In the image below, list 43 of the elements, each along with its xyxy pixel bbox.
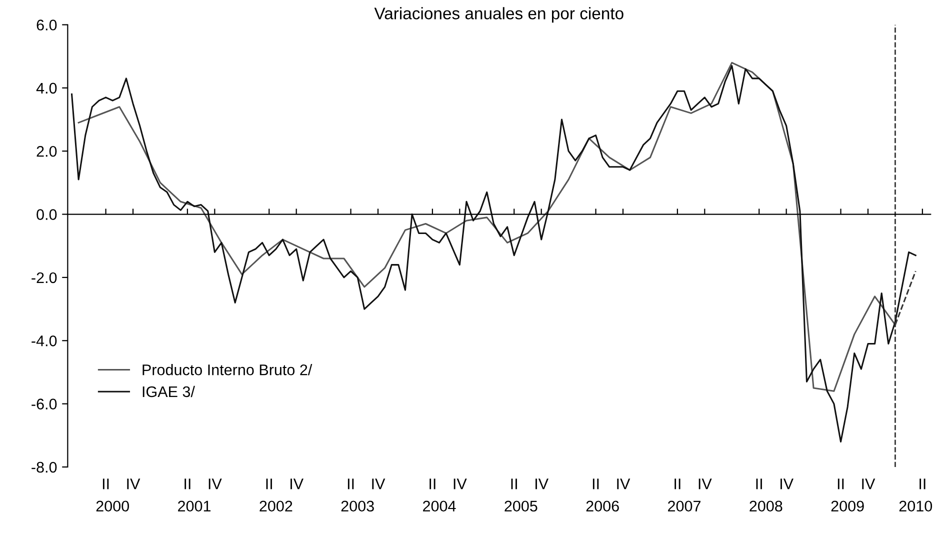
x-tick-label: IV	[290, 478, 304, 490]
x-tick-label: 2006	[586, 500, 619, 512]
y-tick-label: 4.0	[36, 82, 57, 94]
x-tick-label: II	[266, 478, 272, 490]
x-tick-label: II	[674, 478, 680, 490]
y-tick-label: 6.0	[36, 20, 57, 30]
x-tick-label: II	[348, 478, 354, 490]
x-tick-label: 2003	[341, 500, 374, 512]
legend-label: Producto Interno Bruto 2/	[142, 364, 312, 376]
x-tick-label: IV	[372, 478, 386, 490]
x-tick-label: IV	[208, 478, 222, 490]
x-tick-label: 2009	[831, 500, 864, 512]
x-tick-label: 2007	[668, 500, 700, 512]
x-tick-label: 2004	[423, 500, 456, 512]
x-tick-label: IV	[617, 478, 630, 490]
x-tick-label: 2000	[96, 500, 129, 512]
x-tick-label: IV	[127, 478, 140, 490]
y-tick-label: -2.0	[32, 272, 57, 284]
x-tick-label: II	[838, 478, 844, 490]
x-tick-label: 2008	[750, 500, 782, 512]
x-tick-label: II	[756, 478, 762, 490]
legend-label: IGAE 3/	[142, 386, 195, 398]
x-tick-label: II	[511, 478, 517, 490]
x-tick-label: IV	[862, 478, 876, 490]
y-tick-label: 0.0	[36, 209, 57, 220]
x-tick-label: IV	[454, 478, 467, 490]
y-tick-label: 2.0	[36, 146, 57, 157]
y-tick-label: -8.0	[32, 462, 57, 473]
chart-title: Variaciones anuales en por ciento	[374, 7, 624, 23]
x-tick-label: II	[184, 478, 190, 490]
x-tick-label: IV	[536, 478, 548, 490]
x-tick-label: II	[592, 478, 599, 490]
x-tick-label: IV	[698, 478, 712, 490]
x-tick-label: 2010	[899, 500, 932, 512]
x-tick-label: IV	[780, 478, 794, 490]
x-tick-label: II	[920, 478, 926, 490]
x-tick-label: II	[102, 478, 109, 490]
x-tick-label: II	[430, 478, 436, 490]
x-tick-label: 2001	[178, 500, 211, 512]
y-tick-label: -4.0	[32, 336, 57, 346]
x-tick-label: 2002	[260, 500, 292, 512]
y-tick-label: -6.0	[32, 398, 57, 410]
x-tick-label: 2005	[504, 500, 538, 512]
